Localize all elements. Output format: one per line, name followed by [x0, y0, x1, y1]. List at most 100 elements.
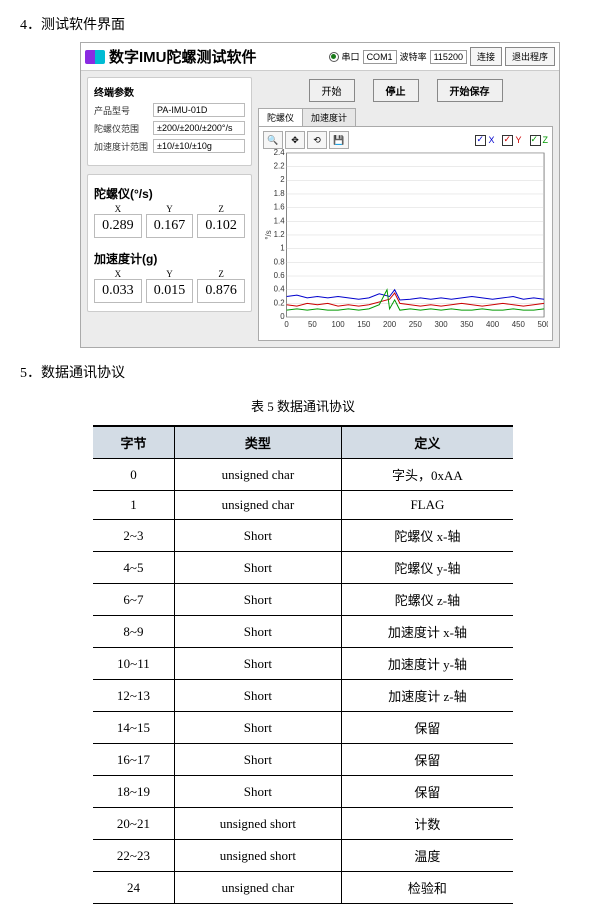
svg-text:0: 0	[284, 320, 289, 329]
table-cell: 0	[93, 459, 174, 491]
baud-label: 波特率	[400, 50, 427, 63]
svg-text:1.8: 1.8	[274, 189, 286, 198]
axis-y-label: Y	[146, 269, 194, 279]
gyro-y-value: 0.167	[146, 214, 194, 238]
table-row: 18~19Short保留	[93, 776, 513, 808]
chart-tabs: 陀螺仪 加速度计	[258, 108, 553, 126]
svg-text:400: 400	[486, 320, 500, 329]
table-cell: 保留	[341, 744, 513, 776]
table-cell: Short	[174, 520, 341, 552]
svg-text:200: 200	[383, 320, 397, 329]
svg-text:150: 150	[357, 320, 371, 329]
table-cell: 8~9	[93, 616, 174, 648]
table-caption: 表 5 数据通讯协议	[20, 396, 586, 415]
table-cell: 10~11	[93, 648, 174, 680]
svg-text:2.2: 2.2	[274, 162, 285, 171]
table-cell: 24	[93, 872, 174, 904]
table-row: 4~5Short陀螺仪 y-轴	[93, 552, 513, 584]
svg-text:500: 500	[537, 320, 547, 329]
start-button[interactable]: 开始	[309, 79, 355, 102]
legend-y-label: Y	[515, 135, 521, 145]
tab-accel[interactable]: 加速度计	[302, 108, 356, 126]
table-cell: unsigned short	[174, 840, 341, 872]
svg-text:2.4: 2.4	[274, 149, 286, 157]
table-cell: 计数	[341, 808, 513, 840]
axis-z-label: Z	[197, 204, 245, 214]
legend-y-checkbox[interactable]	[502, 135, 513, 146]
param-label: 陀螺仪范围	[94, 122, 149, 135]
svg-text:0.2: 0.2	[274, 298, 285, 307]
accel-z-value: 0.876	[197, 279, 245, 303]
app-window: 数字IMU陀螺测试软件 串口 COM1 波特率 115200 连接 退出程序 终…	[80, 42, 560, 348]
table-row: 20~21unsigned short计数	[93, 808, 513, 840]
svg-text:0.8: 0.8	[274, 257, 286, 266]
zoom-tool-icon[interactable]: 🔍	[263, 131, 283, 149]
reset-tool-icon[interactable]: ⟲	[307, 131, 327, 149]
table-row: 22~23unsigned short温度	[93, 840, 513, 872]
stop-button[interactable]: 停止	[373, 79, 419, 102]
accel-y-value: 0.015	[146, 279, 194, 303]
tab-gyro[interactable]: 陀螺仪	[258, 108, 303, 126]
action-buttons: 开始 停止 开始保存	[258, 77, 553, 108]
svg-text:0.4: 0.4	[274, 285, 286, 294]
chart-plot-area: 00.20.40.60.811.21.41.61.822.22.40501001…	[263, 149, 548, 334]
svg-text:450: 450	[512, 320, 526, 329]
table-row: 12~13Short加速度计 z-轴	[93, 680, 513, 712]
table-cell: 保留	[341, 776, 513, 808]
app-title: 数字IMU陀螺测试软件	[109, 46, 257, 67]
pan-tool-icon[interactable]: ✥	[285, 131, 305, 149]
section5-title: 5．数据通讯协议	[20, 362, 586, 382]
table-cell: 加速度计 x-轴	[341, 616, 513, 648]
table-cell: 22~23	[93, 840, 174, 872]
svg-text:250: 250	[409, 320, 423, 329]
com-port-select[interactable]: COM1	[363, 50, 397, 64]
table-cell: 18~19	[93, 776, 174, 808]
table-row: 2~3Short陀螺仪 x-轴	[93, 520, 513, 552]
header-controls: 串口 COM1 波特率 115200 连接 退出程序	[329, 47, 555, 66]
terminal-params-title: 终端参数	[94, 84, 245, 99]
svg-text:2: 2	[280, 175, 284, 184]
protocol-table: 字节类型定义 0unsigned char字头，0xAA1unsigned ch…	[93, 425, 513, 904]
param-row: 陀螺仪范围±200/±200/±200°/s	[94, 121, 245, 135]
table-cell: 检验和	[341, 872, 513, 904]
table-cell: 字头，0xAA	[341, 459, 513, 491]
param-label: 产品型号	[94, 104, 149, 117]
svg-text:1: 1	[280, 244, 284, 253]
table-row: 0unsigned char字头，0xAA	[93, 459, 513, 491]
param-value: PA-IMU-01D	[153, 103, 245, 117]
table-row: 16~17Short保留	[93, 744, 513, 776]
table-cell: 12~13	[93, 680, 174, 712]
table-cell: unsigned char	[174, 872, 341, 904]
connect-button[interactable]: 连接	[470, 47, 502, 66]
axis-x-label: X	[94, 269, 142, 279]
table-cell: 16~17	[93, 744, 174, 776]
start-save-button[interactable]: 开始保存	[437, 79, 503, 102]
legend-x-checkbox[interactable]	[475, 135, 486, 146]
gyro-title: 陀螺仪(°/s)	[94, 185, 245, 202]
table-cell: 1	[93, 491, 174, 520]
export-tool-icon[interactable]: 💾	[329, 131, 349, 149]
param-row: 加速度计范围±10/±10/±10g	[94, 139, 245, 153]
table-cell: 保留	[341, 712, 513, 744]
table-row: 24unsigned char检验和	[93, 872, 513, 904]
table-cell: Short	[174, 616, 341, 648]
legend-z-checkbox[interactable]	[530, 135, 541, 146]
param-row: 产品型号 PA-IMU-01D	[94, 103, 245, 117]
gyro-x-value: 0.289	[94, 214, 142, 238]
axis-x-label: X	[94, 204, 142, 214]
param-label: 加速度计范围	[94, 140, 149, 153]
exit-button[interactable]: 退出程序	[505, 47, 555, 66]
accel-x-value: 0.033	[94, 279, 142, 303]
table-cell: 陀螺仪 z-轴	[341, 584, 513, 616]
svg-text:1.4: 1.4	[274, 216, 286, 225]
axis-y-label: Y	[146, 204, 194, 214]
accel-title: 加速度计(g)	[94, 250, 245, 267]
svg-text:350: 350	[460, 320, 474, 329]
serial-radio-icon[interactable]	[329, 52, 339, 62]
table-cell: FLAG	[341, 491, 513, 520]
baud-select[interactable]: 115200	[430, 50, 467, 64]
app-header: 数字IMU陀螺测试软件 串口 COM1 波特率 115200 连接 退出程序	[81, 43, 559, 71]
table-cell: Short	[174, 584, 341, 616]
legend-x-label: X	[488, 135, 494, 145]
table-cell: 20~21	[93, 808, 174, 840]
